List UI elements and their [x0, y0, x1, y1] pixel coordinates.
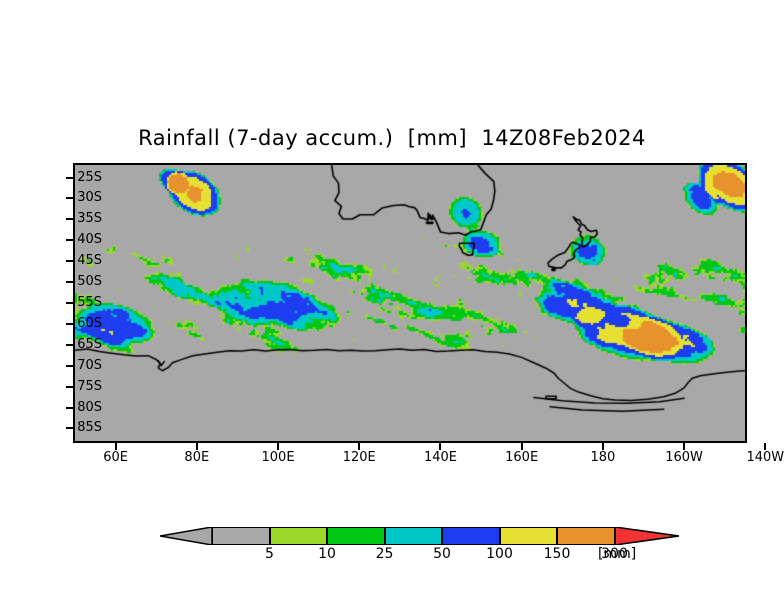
colorbar-segment: [442, 527, 500, 545]
y-axis-tick-label: 80S: [77, 399, 102, 415]
colorbar-segment: [384, 527, 442, 545]
colorbar-extend-low-arrow: [159, 526, 214, 549]
y-axis-tick-label: 45S: [77, 253, 102, 269]
y-axis-tick-mark: [66, 322, 73, 325]
x-axis-tick-mark: [683, 443, 686, 450]
y-axis-tick-label: 85S: [77, 420, 102, 436]
y-axis-tick-label: 30S: [77, 190, 102, 206]
x-axis-tick-label: 100E: [261, 450, 295, 465]
y-axis-tick-mark: [66, 302, 73, 304]
x-axis-tick-mark: [114, 443, 117, 450]
page-title: Rainfall (7-day accum.) [mm] 14Z08Feb202…: [138, 126, 646, 150]
y-axis-tick-mark: [66, 406, 73, 409]
rainfall-raster: [75, 165, 745, 441]
colorbar-tick-label: 25: [375, 546, 394, 562]
y-axis-tick-label: 25S: [77, 169, 102, 185]
y-axis-tick-mark: [66, 281, 73, 284]
x-axis-tick-mark: [277, 443, 280, 450]
colorbar-extend-high-arrow: [613, 526, 681, 549]
colorbar-segment: [327, 527, 385, 545]
colorbar-tick-label: 300: [601, 546, 628, 562]
colorbar-segment: [269, 527, 327, 545]
x-axis-tick-label: 160E: [505, 450, 539, 465]
y-axis-tick-label: 60S: [77, 315, 102, 331]
colorbar-segment: [499, 527, 557, 545]
x-axis-tick-label: 140W: [746, 450, 784, 465]
colorbar-tick-label: 100: [486, 546, 513, 562]
y-axis-tick-label: 75S: [77, 378, 102, 394]
x-axis-tick-mark: [195, 443, 198, 450]
x-axis-tick-mark: [764, 443, 767, 450]
y-axis-tick-mark: [66, 343, 73, 346]
map-plot-area: [73, 163, 747, 443]
y-axis-tick-mark: [66, 427, 73, 430]
x-axis-tick-label: 160W: [665, 450, 703, 465]
y-axis-tick-mark: [66, 364, 73, 367]
x-axis-tick-label: 120E: [342, 450, 376, 465]
x-axis-tick-label: 60E: [103, 450, 128, 465]
y-axis-tick-label: 40S: [77, 232, 102, 248]
colorbar-tick-label: 5: [265, 546, 274, 562]
x-axis-tick-label: 180: [590, 450, 616, 465]
x-axis-tick-label: 80E: [184, 450, 210, 465]
y-axis-tick-mark: [66, 260, 73, 263]
y-axis-tick-label: 55S: [77, 295, 102, 310]
y-axis-tick-mark: [66, 239, 73, 242]
y-axis-tick-label: 70S: [77, 357, 102, 373]
colorbar-tick-label: 10: [318, 546, 336, 562]
x-axis-tick-mark: [358, 443, 361, 450]
colorbar-segment: [212, 527, 270, 545]
colorbar-unit-label: [mm]: [598, 546, 637, 562]
colorbar-tick-label: 50: [433, 546, 451, 562]
x-axis-tick-label: 140E: [423, 450, 457, 465]
x-axis-tick-mark: [520, 443, 523, 450]
colorbar-segment: [557, 527, 615, 545]
y-axis-tick-mark: [66, 385, 73, 388]
y-axis-tick-mark: [66, 218, 73, 221]
x-axis-tick-mark: [439, 443, 442, 450]
y-axis-tick-mark: [66, 197, 73, 200]
y-axis-tick-mark: [66, 176, 73, 179]
y-axis-tick-label: 50S: [77, 274, 102, 290]
y-axis-tick-label: 65S: [77, 336, 102, 352]
x-axis-tick-mark: [601, 443, 604, 450]
y-axis-tick-label: 35S: [77, 211, 102, 227]
colorbar-tick-label: 150: [543, 546, 571, 562]
